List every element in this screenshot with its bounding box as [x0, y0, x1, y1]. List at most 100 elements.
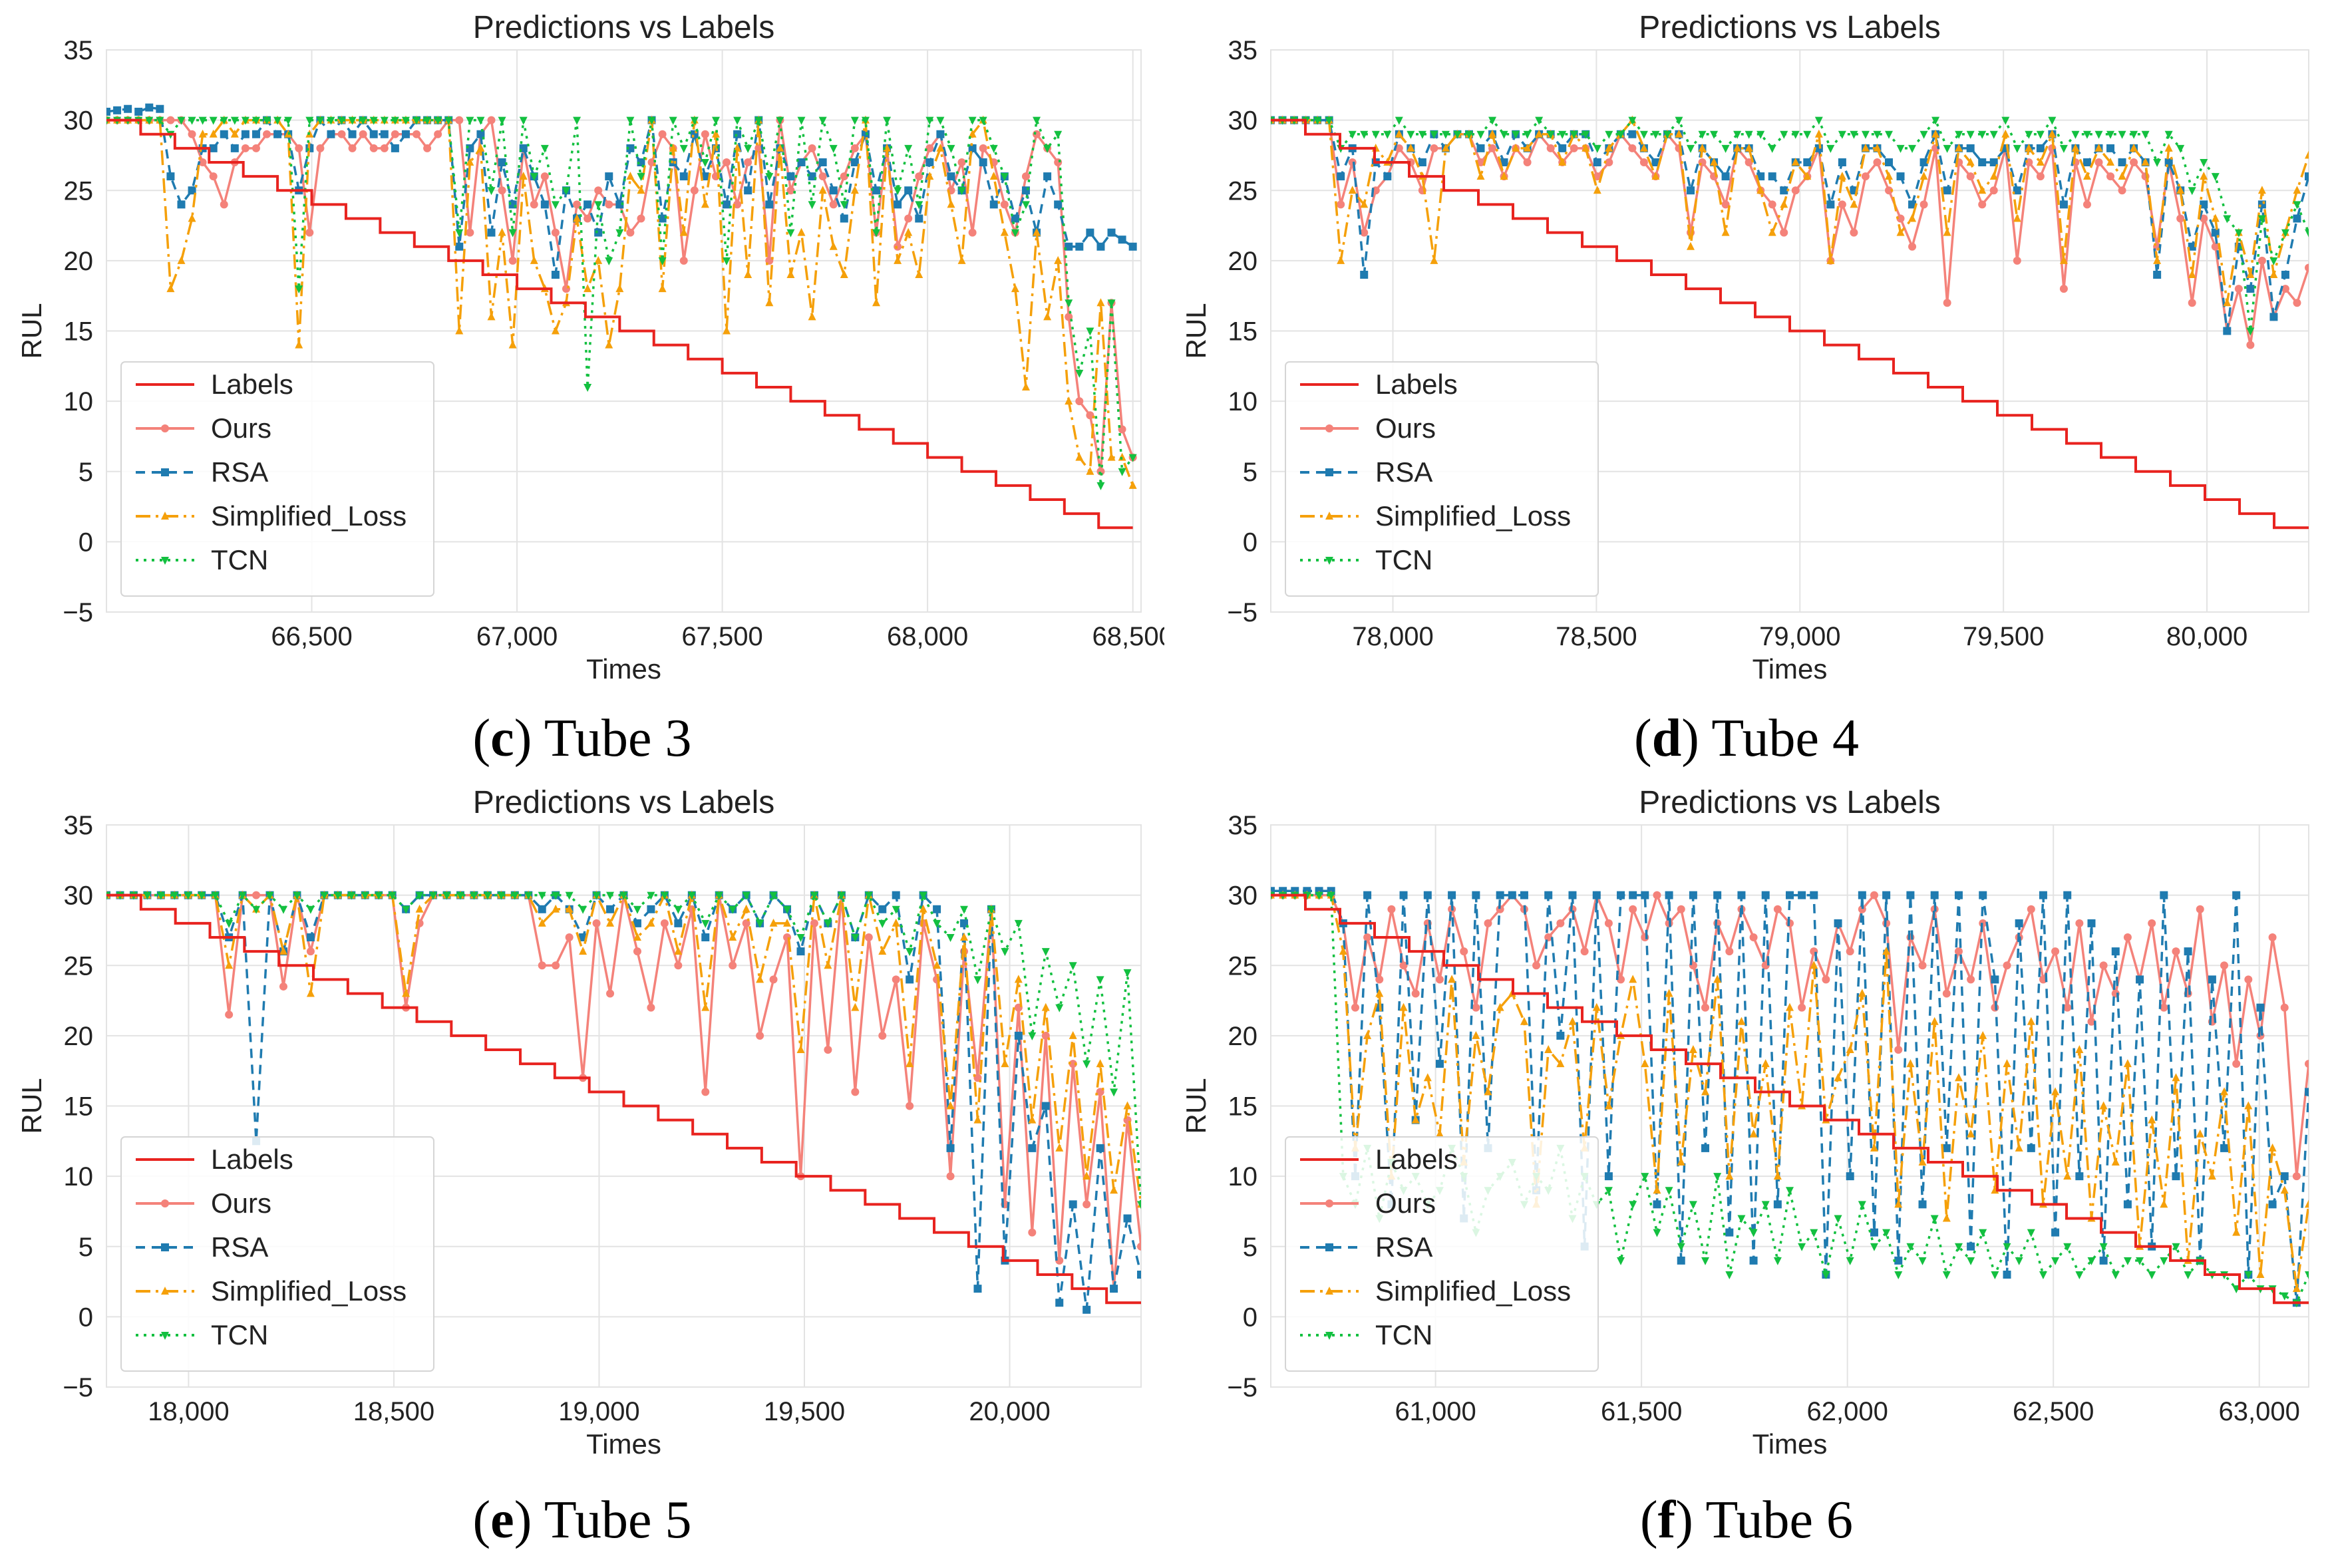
data-point [2244, 975, 2253, 984]
data-point [1075, 397, 1084, 406]
data-point [824, 1046, 832, 1054]
data-point [1749, 1256, 1758, 1265]
data-point [579, 905, 587, 914]
chart-title: Predictions vs Labels [473, 785, 775, 820]
data-point [1083, 1172, 1091, 1180]
data-point [1476, 158, 1485, 166]
data-point [1448, 891, 1456, 899]
data-point [872, 229, 880, 237]
data-point [1128, 242, 1137, 251]
data-point [606, 891, 615, 900]
chart-svg: −5 0 5 10 15 20 25 30 35 61,000 61,500 62,000 62,500… [1180, 785, 2309, 1460]
data-point [1838, 172, 1846, 180]
data-point [265, 891, 274, 900]
data-point [2223, 327, 2232, 335]
legend-item: TCN [1300, 1319, 1432, 1350]
data-point [647, 905, 655, 913]
data-point [1430, 130, 1438, 139]
plot-area [106, 890, 1141, 1314]
data-point [1858, 989, 1866, 997]
data-point [915, 214, 923, 223]
y-tick-label: −5 [1227, 1373, 1257, 1402]
legend-box [120, 1136, 434, 1372]
legend-item: Labels [136, 369, 293, 400]
y-tick-label: −5 [63, 1373, 93, 1402]
data-point [701, 172, 709, 181]
data-point [2257, 256, 2266, 265]
data-point [583, 200, 592, 209]
data-point [1617, 975, 1625, 984]
data-point [1967, 1257, 1975, 1265]
data-point [769, 891, 778, 900]
data-point [797, 158, 806, 166]
data-point [1055, 1004, 1064, 1013]
data-point [2027, 905, 2035, 913]
data-point [380, 130, 389, 138]
data-point [1786, 1003, 1794, 1011]
data-point [660, 919, 669, 927]
data-point [498, 116, 506, 125]
legend: Labels Ours RSA Simplified_Loss TCN [120, 1136, 434, 1372]
data-point [1967, 1129, 1975, 1138]
data-point [1123, 969, 1132, 977]
y-tick-label: 25 [1228, 951, 1258, 981]
data-point [796, 934, 805, 942]
data-point [626, 144, 635, 152]
data-point [583, 214, 592, 223]
y-tick-label: 35 [64, 811, 94, 840]
data-point [615, 284, 624, 293]
data-point [904, 214, 913, 223]
data-point [230, 129, 239, 138]
data-point [1882, 1229, 1891, 1237]
data-point [1665, 1187, 1673, 1195]
data-point [637, 186, 645, 194]
data-point [2153, 271, 2162, 279]
data-point [1021, 383, 1030, 391]
data-point [1930, 1017, 1939, 1025]
data-point [1768, 172, 1776, 181]
data-point [1360, 271, 1369, 279]
data-point [2164, 130, 2173, 139]
data-point [1721, 200, 1730, 209]
data-point [2232, 1227, 2241, 1236]
data-point [552, 904, 560, 913]
data-point [2246, 341, 2255, 349]
data-point [1826, 200, 1835, 209]
data-point [1065, 242, 1073, 251]
data-point [2281, 285, 2289, 293]
data-point [1810, 891, 1818, 899]
data-point [733, 143, 742, 152]
data-point [701, 159, 709, 167]
data-point [742, 891, 750, 900]
data-point [2048, 116, 2057, 125]
data-point [1675, 116, 1683, 125]
data-point [744, 144, 752, 153]
data-point [1628, 144, 1637, 152]
legend-marker [161, 1287, 169, 1295]
data-point [1894, 1271, 1903, 1279]
data-point [1054, 130, 1063, 139]
data-point [1476, 144, 1485, 152]
data-point [1653, 1229, 1661, 1237]
data-point [1535, 116, 1544, 125]
y-tick-label: 30 [1228, 881, 1258, 911]
data-point [2027, 1229, 2035, 1237]
data-point [818, 158, 827, 166]
data-point [166, 284, 175, 293]
data-point [1375, 975, 1384, 984]
data-point [756, 1031, 764, 1040]
data-point [1826, 144, 1835, 153]
x-tick-label: 19,000 [558, 1397, 639, 1426]
data-point [796, 947, 805, 956]
data-point [2256, 1270, 2265, 1278]
data-point [1780, 200, 1788, 208]
data-point [2123, 1257, 2132, 1265]
data-point [2188, 270, 2196, 278]
legend-item: Labels [1300, 369, 1458, 400]
data-point [2015, 1143, 2023, 1152]
legend-label: Simplified_Loss [1375, 500, 1571, 532]
data-point [1725, 1172, 1734, 1180]
data-point [241, 130, 250, 138]
data-point [1756, 172, 1765, 181]
data-point [2172, 947, 2180, 956]
